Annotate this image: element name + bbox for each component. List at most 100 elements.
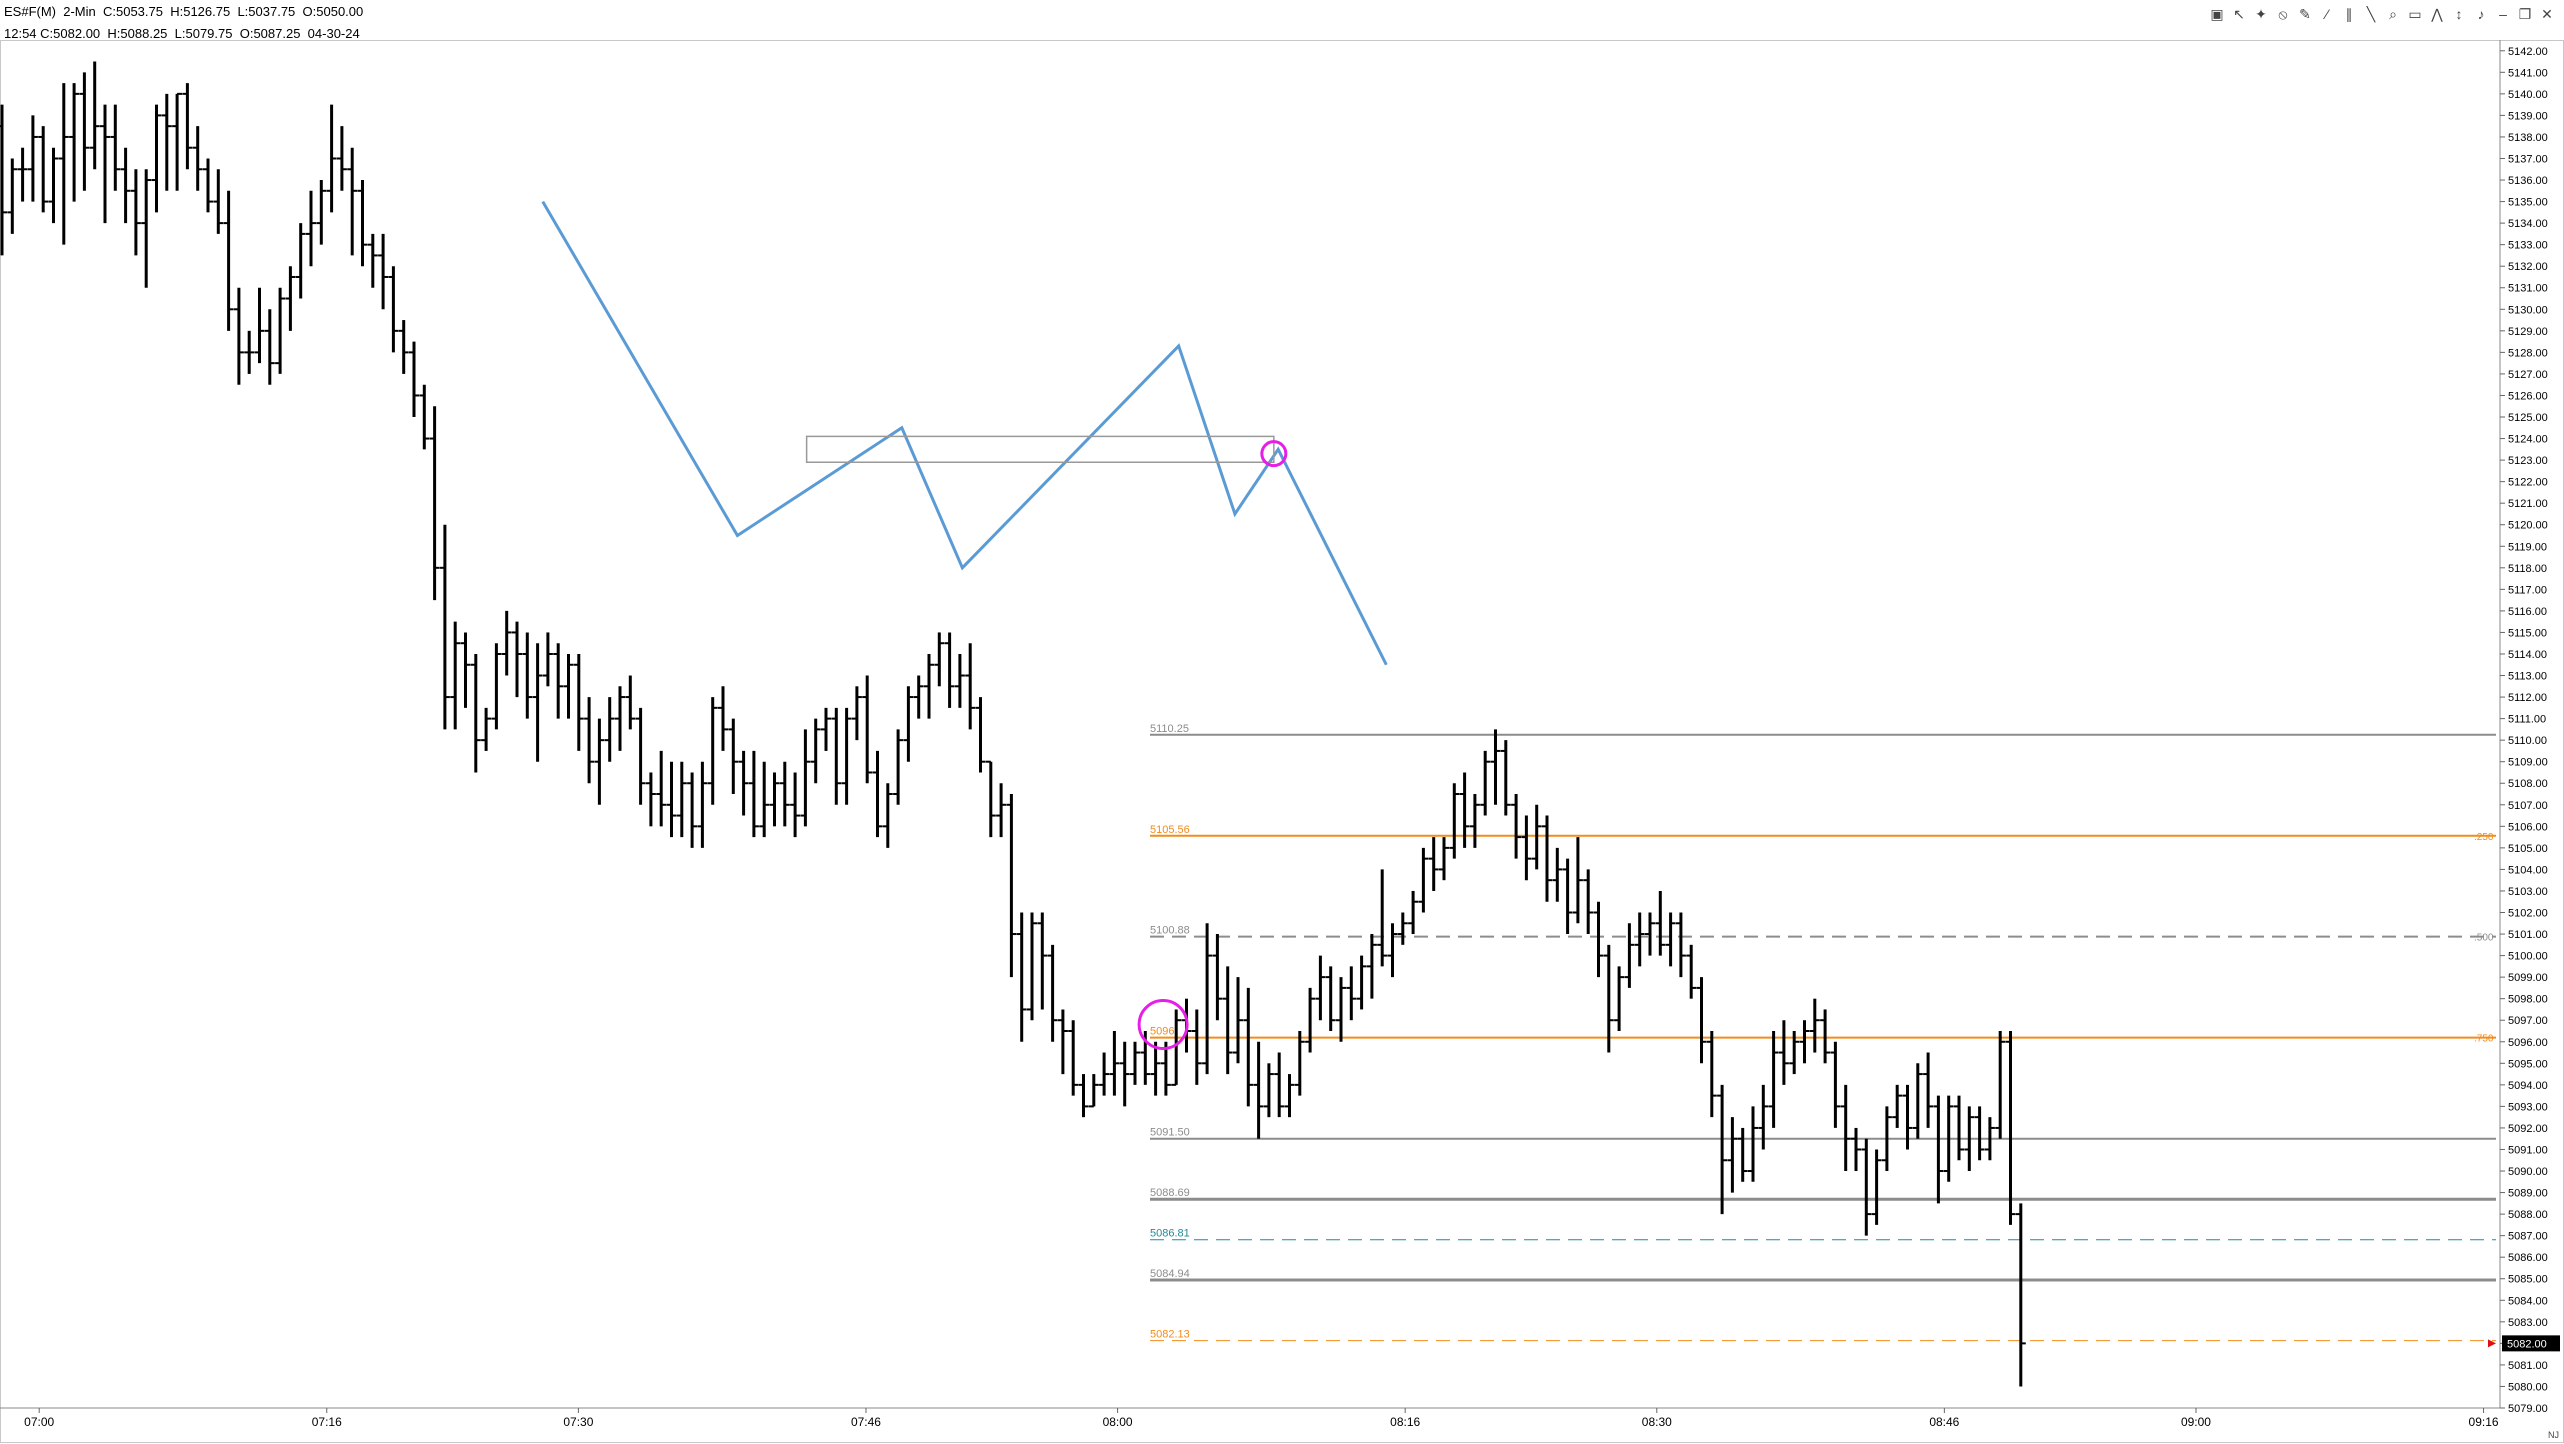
zone-box <box>805 435 1275 463</box>
close-icon[interactable]: ✕ <box>2541 6 2553 22</box>
cursor-date: 04-30-24 <box>307 26 360 41</box>
line-tool-icon[interactable]: ╲ <box>2366 6 2376 22</box>
fib-level-label: 5105.56 <box>1150 824 1190 836</box>
y-tick-label: 5119.00 <box>2508 541 2547 553</box>
y-tick-label: 5084.00 <box>2508 1295 2548 1307</box>
fib-level-label: 5110.25 <box>1150 723 1189 735</box>
x-tick-label: 09:00 <box>2181 1415 2211 1429</box>
y-tick-label: 5100.00 <box>2508 951 2548 963</box>
y-tick-label: 5138.00 <box>2508 132 2548 144</box>
highlight-icon[interactable]: ▭ <box>2408 6 2422 22</box>
chart-header-cursor: 12:54 C:5082.00 H:5088.25 L:5079.75 O:50… <box>4 26 360 41</box>
y-tick-label: 5127.00 <box>2508 369 2548 381</box>
last-price-box <box>2502 1335 2560 1352</box>
y-tick-label: 5141.00 <box>2508 67 2548 79</box>
chart-frame <box>0 40 2564 1443</box>
y-tick-label: 5133.00 <box>2508 240 2548 252</box>
no-symbol-icon[interactable]: ⦸ <box>2278 6 2288 22</box>
y-tick-label: 5097.00 <box>2508 1015 2548 1027</box>
y-tick-label: 5099.00 <box>2508 972 2548 984</box>
y-tick-label: 5091.00 <box>2508 1144 2548 1156</box>
x-tick-label: 08:00 <box>1103 1415 1133 1429</box>
bell-icon[interactable]: ♪ <box>2477 6 2485 22</box>
y-tick-label: 5137.00 <box>2508 153 2548 165</box>
fib-level-label: 5086.81 <box>1150 1228 1190 1240</box>
y-tick-label: 5102.00 <box>2508 908 2548 920</box>
y-tick-label: 5095.00 <box>2508 1058 2548 1070</box>
cursor-icon[interactable]: ↖ <box>2233 6 2245 22</box>
cursor-open: O:5087.25 <box>239 26 301 41</box>
y-tick-label: 5135.00 <box>2508 197 2548 209</box>
y-tick-label: 5126.00 <box>2508 390 2548 402</box>
y-tick-label: 5093.00 <box>2508 1101 2548 1113</box>
cursor-high: H:5088.25 <box>107 26 168 41</box>
x-tick-label: 07:30 <box>563 1415 593 1429</box>
magnify-icon[interactable]: ⌕ <box>2389 6 2397 22</box>
pencil-icon[interactable]: ✎ <box>2299 6 2311 22</box>
y-tick-label: 5112.00 <box>2508 692 2547 704</box>
arrow-icon[interactable]: ↕ <box>2455 6 2463 22</box>
x-tick-label: 08:30 <box>1642 1415 1672 1429</box>
y-tick-label: 5101.00 <box>2508 929 2548 941</box>
high-value: H:5126.75 <box>170 4 231 19</box>
y-tick-label: 5108.00 <box>2508 778 2548 790</box>
y-tick-label: 5121.00 <box>2508 498 2548 510</box>
y-tick-label: 5118.00 <box>2508 563 2547 575</box>
restore-icon[interactable]: ❐ <box>2518 6 2532 22</box>
y-tick-label: 5086.00 <box>2508 1252 2548 1264</box>
fib-level-label: 5084.94 <box>1150 1268 1190 1280</box>
y-tick-label: 5079.00 <box>2508 1403 2548 1415</box>
compass-icon[interactable]: ✦ <box>2255 6 2267 22</box>
y-tick-label: 5088.00 <box>2508 1209 2548 1221</box>
y-tick-label: 5110.00 <box>2508 735 2547 747</box>
trendline-icon[interactable]: ⁄ <box>2325 6 2329 22</box>
close-value: C:5053.75 <box>102 4 163 19</box>
y-tick-label: 5098.00 <box>2508 994 2548 1006</box>
chart-style-icon[interactable]: ▣ <box>2210 6 2224 22</box>
y-tick-label: 5130.00 <box>2508 304 2548 316</box>
x-tick-label: 07:16 <box>312 1415 342 1429</box>
y-tick-label: 5116.00 <box>2508 606 2547 618</box>
y-tick-label: 5111.00 <box>2508 714 2546 726</box>
y-tick-label: 5140.00 <box>2508 89 2548 101</box>
y-tick-label: 5080.00 <box>2508 1381 2548 1393</box>
minimize-icon[interactable]: – <box>2499 6 2507 22</box>
y-tick-label: 5106.00 <box>2508 821 2548 833</box>
y-tick-label: 5107.00 <box>2508 800 2548 812</box>
y-tick-label: 5123.00 <box>2508 455 2548 467</box>
y-tick-label: 5083.00 <box>2508 1317 2548 1329</box>
y-tick-label: 5128.00 <box>2508 347 2548 359</box>
y-tick-label: 5131.00 <box>2508 283 2548 295</box>
fib-level-label: 5091.50 <box>1150 1127 1190 1139</box>
y-tick-label: 5124.00 <box>2508 434 2548 446</box>
y-tick-label: 5134.00 <box>2508 218 2548 230</box>
zigzag-icon[interactable]: ⋀ <box>2431 6 2443 22</box>
fib-ratio-label: .250 <box>2474 832 2494 843</box>
cursor-close: C:5082.00 <box>40 26 101 41</box>
y-tick-label: 5090.00 <box>2508 1166 2548 1178</box>
y-tick-label: 5109.00 <box>2508 757 2548 769</box>
marker-circle <box>1260 440 1288 468</box>
y-tick-label: 5139.00 <box>2508 110 2548 122</box>
corner-label: NJ <box>2548 1430 2559 1440</box>
cursor-low: L:5079.75 <box>174 26 233 41</box>
y-tick-label: 5089.00 <box>2508 1188 2548 1200</box>
y-tick-label: 5114.00 <box>2508 649 2547 661</box>
x-tick-label: 07:46 <box>851 1415 881 1429</box>
projection-path <box>541 200 1388 666</box>
chart-toolbar: ▣ ↖ ✦ ⦸ ✎ ⁄ ∥ ╲ ⌕ ▭ ⋀ ↕ ♪ – ❐ ✕ <box>2208 3 2556 25</box>
x-tick-label: 08:16 <box>1390 1415 1420 1429</box>
y-tick-label: 5117.00 <box>2508 584 2547 596</box>
y-tick-label: 5096.00 <box>2508 1037 2548 1049</box>
y-tick-label: 5132.00 <box>2508 261 2548 273</box>
parallel-lines-icon[interactable]: ∥ <box>2345 6 2353 22</box>
x-tick-label: 07:00 <box>24 1415 54 1429</box>
cursor-time: 12:54 <box>4 26 37 41</box>
y-tick-label: 5081.00 <box>2508 1360 2548 1372</box>
last-price-label: 5082.00 <box>2507 1338 2547 1350</box>
y-tick-label: 5125.00 <box>2508 412 2548 424</box>
x-tick-label: 08:46 <box>1929 1415 1959 1429</box>
y-tick-label: 5115.00 <box>2508 627 2547 639</box>
y-tick-label: 5129.00 <box>2508 326 2548 338</box>
